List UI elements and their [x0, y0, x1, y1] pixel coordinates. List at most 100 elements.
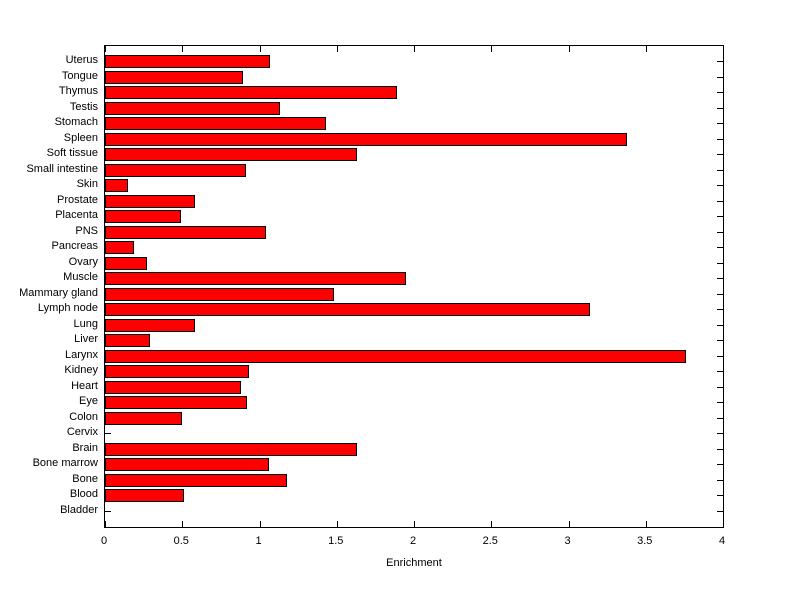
y-tick-label: Thymus: [58, 85, 98, 98]
y-tick-mark-right: [717, 169, 723, 171]
bar: [105, 256, 147, 270]
bar: [105, 411, 182, 425]
x-axis-label: Enrichment: [386, 557, 442, 569]
y-tick-label: Kidney: [64, 364, 98, 377]
x-tick-mark-bottom: [182, 521, 184, 527]
y-tick-mark-right: [717, 262, 723, 264]
y-tick-mark-right: [717, 216, 723, 218]
y-tick-label: Larynx: [64, 348, 98, 361]
y-tick-mark-right: [717, 371, 723, 373]
x-tick-label: 2: [409, 535, 417, 547]
x-tick-mark-top: [336, 46, 338, 52]
y-tick-mark-right: [717, 92, 723, 94]
y-tick-label: Bone marrow: [32, 457, 98, 470]
y-tick-label: Stomach: [54, 116, 98, 129]
bar: [105, 489, 184, 503]
y-tick-label: PNS: [75, 224, 98, 237]
y-tick-label: Soft tissue: [46, 147, 98, 160]
y-tick-mark-right: [717, 464, 723, 466]
y-tick-label: Prostate: [57, 193, 98, 206]
x-tick-mark-top: [105, 46, 106, 52]
y-tick-mark-right: [717, 185, 723, 187]
x-tick-label: 0: [100, 535, 108, 547]
y-tick-mark-right: [717, 123, 723, 125]
y-tick-mark-left: [105, 433, 111, 435]
x-tick-mark-top: [491, 46, 493, 52]
y-tick-mark-right: [717, 61, 723, 63]
y-tick-mark-right: [717, 355, 723, 357]
bar: [105, 101, 280, 115]
y-tick-label: Muscle: [63, 271, 98, 284]
y-tick-mark-right: [717, 107, 723, 109]
y-tick-mark-right: [717, 417, 723, 419]
bar: [105, 86, 397, 100]
y-tick-label: Bladder: [60, 503, 98, 516]
x-tick-label: 2.5: [482, 535, 498, 547]
y-tick-mark-right: [717, 433, 723, 435]
bar: [105, 55, 270, 69]
y-tick-label: Brain: [72, 441, 98, 454]
y-tick-label: Testis: [69, 100, 98, 113]
bar: [105, 163, 246, 177]
y-tick-label: Ovary: [68, 255, 98, 268]
x-tick-mark-bottom: [568, 521, 570, 527]
y-tick-mark-right: [717, 247, 723, 249]
bar: [105, 318, 195, 332]
x-tick-label: 0.5: [173, 535, 189, 547]
x-tick-mark-top: [568, 46, 570, 52]
y-tick-label: Uterus: [65, 54, 98, 67]
bar: [105, 225, 266, 239]
y-tick-mark-right: [717, 324, 723, 326]
bar: [105, 349, 686, 363]
y-tick-label: Skin: [76, 178, 98, 191]
bar: [105, 194, 195, 208]
y-tick-mark-right: [717, 402, 723, 404]
bar: [105, 148, 357, 162]
bar: [105, 365, 249, 379]
x-tick-mark-bottom: [336, 521, 338, 527]
y-tick-mark-left: [105, 510, 111, 512]
x-tick-mark-bottom: [723, 521, 724, 527]
bar: [105, 272, 406, 286]
bar: [105, 210, 181, 224]
y-tick-label: Eye: [79, 395, 98, 408]
bar: [105, 473, 287, 487]
y-tick-label: Lung: [73, 317, 98, 330]
y-tick-label: Bone: [72, 472, 98, 485]
plot-area: [104, 45, 724, 528]
bar: [105, 179, 128, 193]
y-tick-mark-right: [717, 231, 723, 233]
x-tick-mark-top: [259, 46, 261, 52]
y-tick-mark-right: [717, 138, 723, 140]
y-tick-label: Heart: [71, 379, 98, 392]
x-tick-label: 1: [255, 535, 262, 547]
x-tick-label: 3: [564, 535, 571, 547]
y-tick-label: Placenta: [55, 209, 98, 222]
x-tick-mark-bottom: [491, 521, 493, 527]
y-tick-label: Spleen: [63, 131, 98, 144]
x-tick-mark-bottom: [259, 521, 261, 527]
y-tick-label: Tongue: [61, 69, 98, 82]
bar: [105, 380, 241, 394]
bar: [105, 442, 357, 456]
x-tick-mark-top: [723, 46, 724, 52]
y-tick-label: Pancreas: [51, 240, 98, 253]
y-tick-mark-right: [717, 76, 723, 78]
bar: [105, 334, 150, 348]
y-tick-mark-right: [717, 495, 723, 497]
x-tick-label: 4: [718, 535, 726, 547]
y-tick-mark-right: [717, 448, 723, 450]
y-tick-label: Cervix: [66, 426, 98, 439]
bar: [105, 241, 134, 255]
y-tick-label: Lymph node: [37, 302, 98, 315]
y-tick-label: Blood: [69, 488, 98, 501]
y-tick-mark-right: [717, 309, 723, 311]
y-tick-label: Colon: [69, 410, 98, 423]
x-tick-mark-bottom: [105, 521, 106, 527]
bar: [105, 303, 590, 317]
bar: [105, 70, 243, 84]
bar: [105, 396, 247, 410]
x-tick-mark-bottom: [414, 521, 415, 527]
y-tick-mark-right: [717, 340, 723, 342]
